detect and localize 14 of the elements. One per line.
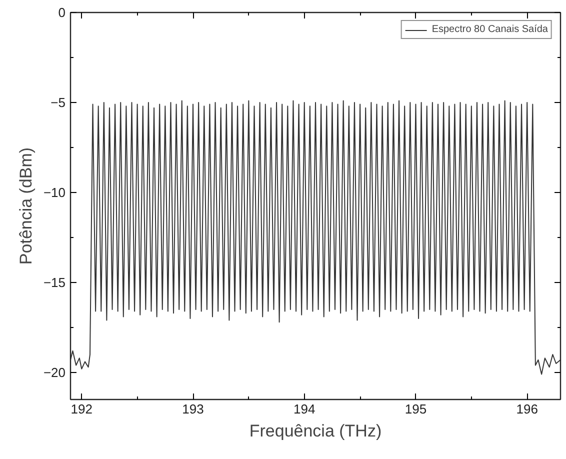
x-axis-title: Frequência (THz)	[249, 422, 382, 440]
y-tick-label: 0	[58, 5, 66, 20]
y-tick-label: −5	[50, 95, 66, 110]
y-tick-label: −15	[43, 275, 66, 290]
x-tick-label: 193	[182, 402, 204, 416]
x-tick-label: 195	[404, 402, 427, 416]
line-series	[70, 100, 560, 375]
y-tick-label: −10	[43, 185, 66, 200]
x-tick-label: 192	[70, 402, 92, 416]
y-axis-title: Potência (dBm)	[16, 147, 36, 265]
legend-label: Espectro 80 Canais Saída	[432, 24, 548, 35]
y-tick-label: −20	[43, 365, 66, 380]
x-tick-label: 194	[294, 402, 316, 416]
x-tick-label: 196	[516, 402, 538, 416]
